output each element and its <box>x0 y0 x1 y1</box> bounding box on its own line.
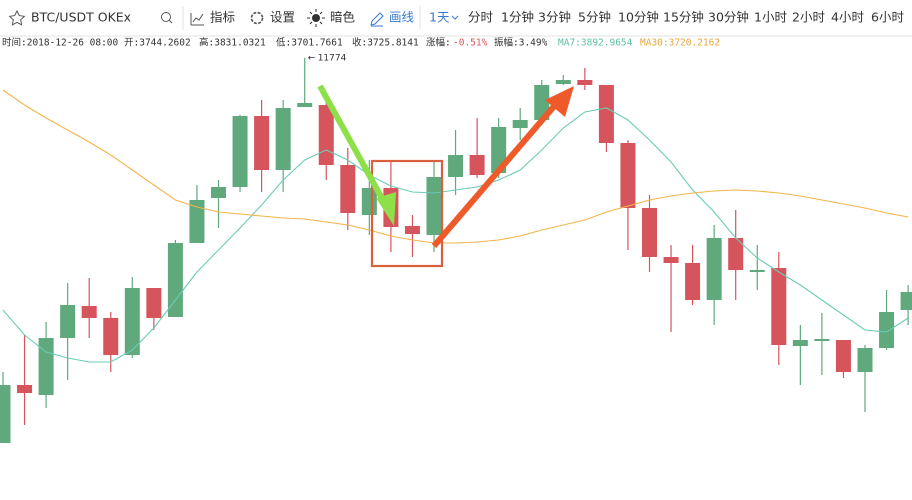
info-high: 高:3831.0321 <box>199 37 266 49</box>
tool[interactable]: 画线 <box>389 10 415 25</box>
interval[interactable]: 10分钟 <box>618 10 659 25</box>
dropdown-caret <box>451 15 459 20</box>
candle-body <box>189 200 205 243</box>
candle-body <box>404 226 420 234</box>
info-time: 时间:2018-12-26 08:00 <box>2 37 119 49</box>
candle-body <box>340 165 356 213</box>
star-icon[interactable] <box>8 9 26 26</box>
candle-body <box>167 243 183 317</box>
candle-body <box>706 238 722 300</box>
search-icon-handle <box>168 19 173 24</box>
plot: ← 11774 <box>0 53 912 443</box>
candle-body <box>448 155 464 177</box>
candle-body <box>318 105 334 165</box>
info-low: 低:3701.7661 <box>276 37 343 49</box>
info-change: -0.51% <box>453 38 488 49</box>
candle-body <box>534 85 550 120</box>
candle-body <box>254 116 270 170</box>
candle-body <box>857 348 873 372</box>
ma-line <box>2 89 909 244</box>
arrow-glyph: ← <box>308 53 316 63</box>
high-annotation: 11774 <box>318 53 347 63</box>
search-icon[interactable] <box>161 12 171 22</box>
candle-body <box>512 120 528 128</box>
ma-line <box>2 107 909 363</box>
candle-body <box>232 116 248 187</box>
info-change-label: 涨幅: <box>426 37 451 49</box>
interval[interactable]: 5分钟 <box>578 10 611 25</box>
candle-body <box>792 340 808 346</box>
green-arrow-head <box>376 192 396 226</box>
interval[interactable]: 30分钟 <box>708 10 749 25</box>
tool[interactable]: 暗色 <box>330 10 356 25</box>
candle-body <box>103 318 119 355</box>
candle-body <box>426 177 442 235</box>
candle-body <box>38 338 54 395</box>
period[interactable]: 1天 <box>429 10 450 25</box>
info-ma30: MA30:3720.2162 <box>640 38 720 49</box>
candle-body <box>124 288 140 355</box>
candle-body <box>749 270 765 272</box>
candle-body <box>663 257 679 263</box>
tool[interactable]: 指标 <box>210 10 235 25</box>
tool[interactable]: 设置 <box>270 10 295 25</box>
candle-body <box>728 238 744 270</box>
highlight-box <box>370 159 444 268</box>
candle-body <box>879 312 895 348</box>
interval[interactable]: 1分钟 <box>501 10 534 25</box>
info-open: 开:3744.2602 <box>124 38 191 49</box>
orange-arrow-head <box>545 86 574 117</box>
candle-body <box>835 340 851 372</box>
indicator-icon <box>190 13 204 26</box>
candle-body <box>361 188 377 215</box>
interval[interactable]: 4小时 <box>831 10 864 25</box>
candle-body <box>17 385 33 393</box>
candle-body <box>297 103 313 107</box>
interval[interactable]: 15分钟 <box>663 10 704 25</box>
candle-body <box>146 288 162 318</box>
info-ma7: MA7:3892.9654 <box>558 38 633 49</box>
candle-body <box>598 85 614 143</box>
interval[interactable]: 6小时 <box>871 10 904 25</box>
candle-body <box>491 127 507 173</box>
settings-icon <box>250 11 264 25</box>
dark-icon-rays <box>307 9 325 27</box>
candle-body <box>900 292 912 310</box>
candle-body <box>275 108 291 170</box>
candle-body <box>685 263 701 300</box>
draw-icon <box>370 12 384 27</box>
candle-body <box>469 155 485 175</box>
interval[interactable]: 1小时 <box>754 10 787 25</box>
candle-body <box>555 80 571 84</box>
candle-body <box>60 305 76 338</box>
info-amplitude: 振幅:3.49% <box>494 37 548 49</box>
candle-body <box>642 208 657 257</box>
candle-body <box>620 143 636 208</box>
interval[interactable]: 分时 <box>468 10 494 25</box>
candle-body <box>0 385 11 443</box>
info-close: 收:3725.8141 <box>352 37 419 49</box>
candle-body <box>211 187 226 198</box>
dark-icon <box>312 14 320 22</box>
candle-body <box>814 339 830 341</box>
symbol[interactable]: BTC/USDT OKEx <box>31 10 131 25</box>
green-arrow <box>317 84 387 204</box>
candle-body <box>577 80 593 85</box>
candle-body <box>771 268 787 345</box>
candle-body <box>81 306 97 318</box>
orange-arrow <box>431 102 559 248</box>
interval[interactable]: 2小时 <box>792 10 825 25</box>
interval[interactable]: 3分钟 <box>538 10 571 25</box>
